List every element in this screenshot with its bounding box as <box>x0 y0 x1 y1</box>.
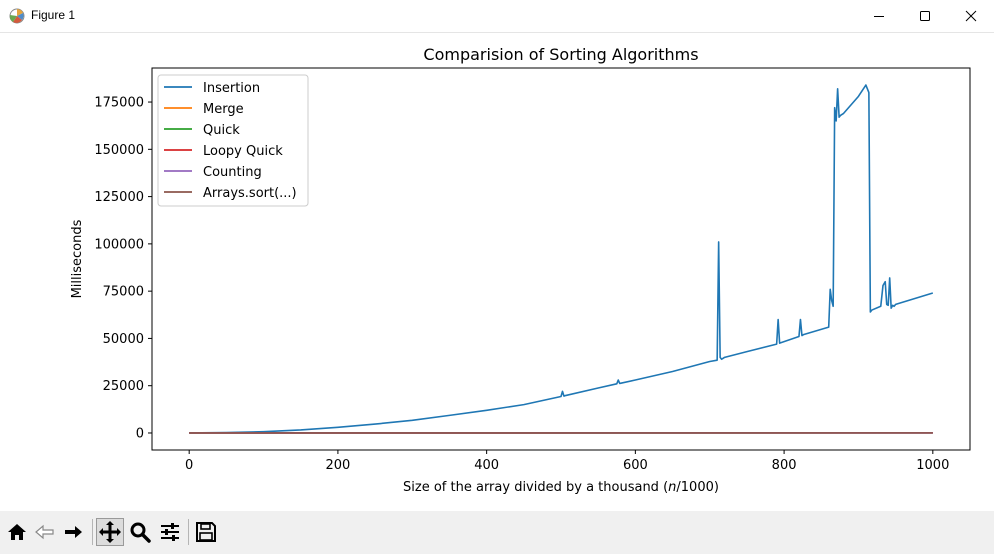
home-icon <box>8 524 26 540</box>
pan-icon <box>99 521 121 543</box>
y-axis-label: Milliseconds <box>70 219 85 298</box>
series-layer <box>189 84 934 434</box>
legend-label: Quick <box>203 123 240 138</box>
window-title: Figure 1 <box>31 8 76 22</box>
axes-frame <box>151 67 971 451</box>
zoom-button[interactable] <box>126 518 154 546</box>
x-axis-label-prefix: Size of the array divided by a thousand … <box>403 480 668 495</box>
toolbar-separator <box>92 519 93 545</box>
save-icon <box>196 522 216 542</box>
back-button[interactable] <box>31 518 59 546</box>
forward-button[interactable] <box>59 518 87 546</box>
y-tick-label: 150000 <box>94 143 144 158</box>
y-tick-label: 25000 <box>103 379 144 394</box>
close-button[interactable] <box>948 0 994 32</box>
y-tick-label: 75000 <box>103 285 144 300</box>
x-axis-label-var: n <box>668 480 676 495</box>
x-tick-label: 0 <box>185 458 193 473</box>
legend-label: Insertion <box>203 81 260 96</box>
figure-canvas[interactable]: Comparision of Sorting Algorithms 0 200 40… <box>0 33 994 511</box>
x-axis: 0 200 400 600 800 1000 <box>185 450 949 473</box>
x-tick-label: 800 <box>772 458 797 473</box>
legend-label: Merge <box>203 102 244 117</box>
pan-button[interactable] <box>96 518 124 546</box>
y-axis: 0 25000 50000 75000 100000 125000 150000 175000 <box>94 96 152 441</box>
x-tick-label: 600 <box>623 458 648 473</box>
maximize-button[interactable] <box>902 0 948 32</box>
x-axis-label: Size of the array divided by a thousand … <box>403 480 719 495</box>
x-axis-label-suffix: /1000) <box>676 480 719 495</box>
legend-label: Counting <box>203 165 262 180</box>
series-line-0 <box>189 84 934 434</box>
matplotlib-app-icon <box>9 8 25 24</box>
legend-box <box>157 74 309 207</box>
toolbar-separator <box>188 519 189 545</box>
x-tick-label: 200 <box>325 458 350 473</box>
close-icon <box>965 10 977 22</box>
save-button[interactable] <box>192 518 220 546</box>
forward-icon <box>65 526 82 538</box>
minimize-button[interactable] <box>856 0 902 32</box>
legend: Insertion Merge Quick Loopy Quick Counting Ar… <box>157 74 309 207</box>
maximize-icon <box>920 11 930 21</box>
y-tick-label: 175000 <box>94 96 144 111</box>
legend-label: Arrays.sort(...) <box>203 186 297 201</box>
zoom-icon <box>130 522 151 543</box>
y-tick-label: 0 <box>136 426 144 441</box>
configure-subplots-button[interactable] <box>156 518 184 546</box>
configure-subplots-icon <box>161 523 179 541</box>
back-icon <box>35 524 54 540</box>
minimize-icon <box>874 16 884 17</box>
navigation-toolbar <box>0 511 994 554</box>
x-tick-label: 1000 <box>916 458 949 473</box>
legend-label: Loopy Quick <box>203 144 283 159</box>
y-tick-label: 50000 <box>103 332 144 347</box>
y-tick-label: 125000 <box>94 190 144 205</box>
home-button[interactable] <box>3 518 31 546</box>
window-titlebar: Figure 1 <box>0 0 994 33</box>
y-tick-label: 100000 <box>94 237 144 252</box>
sorting-chart: Comparision of Sorting Algorithms 0 200 40… <box>70 45 971 495</box>
chart-title: Comparision of Sorting Algorithms <box>423 45 698 64</box>
x-tick-label: 400 <box>474 458 499 473</box>
